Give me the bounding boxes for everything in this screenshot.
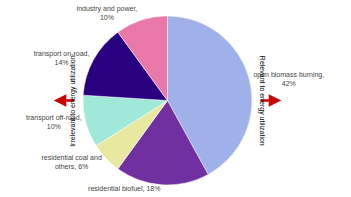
- svg-text:Relevant to energy utilization: Relevant to energy utilization: [258, 56, 266, 146]
- svg-text:residential biofuel, 18%: residential biofuel, 18%: [88, 185, 160, 192]
- svg-text:residential coal andothers, 6%: residential coal andothers, 6%: [41, 154, 101, 170]
- svg-text:transport on-road,14%: transport on-road,14%: [34, 50, 90, 66]
- svg-text:transport off-road,10%: transport off-road,10%: [26, 114, 82, 130]
- svg-text:industry and power,10%: industry and power,10%: [77, 5, 138, 21]
- svg-text:Irrelevant to energy utilizati: Irrelevant to energy utilization: [69, 55, 77, 147]
- svg-text:open biomass burning,42%: open biomass burning,42%: [253, 71, 324, 87]
